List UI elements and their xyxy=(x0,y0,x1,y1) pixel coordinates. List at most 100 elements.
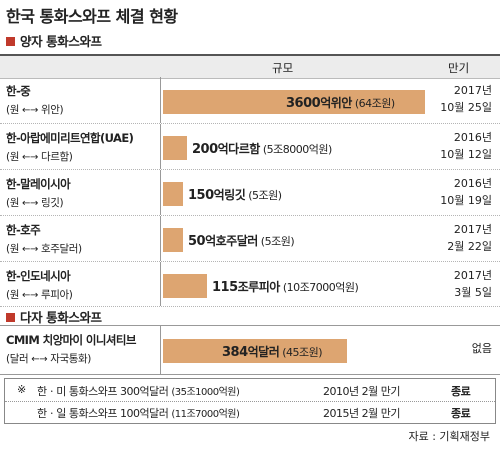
table-row: CMIM 치앙마이 이니셔티브 (달러 ←→ 자국통화) 384억달러 (45조원) 없음 xyxy=(0,325,500,375)
section-multilateral-label: 다자 통화스와프 xyxy=(20,310,102,325)
currency-pair: (원 ←→ 위안) xyxy=(6,104,64,116)
pair-left: 원 xyxy=(9,151,20,163)
maturity-day: 3월 5일 xyxy=(454,286,492,299)
double-arrow-icon: ←→ xyxy=(21,244,38,255)
column-divider xyxy=(160,170,161,215)
currency-pair: (원 ←→ 루피아) xyxy=(6,289,73,301)
currency-pair: (원 ←→ 링깃) xyxy=(6,197,64,209)
note-label-text: 한ㆍ일 통화스와프 100억달러 xyxy=(37,407,169,420)
amount: 384 xyxy=(222,345,248,360)
won-equivalent: (10조7000억원) xyxy=(282,281,359,294)
table-row: 한-중 (원 ←→ 위안) 3600억위안 (64조원) 2017년 10월 25일 xyxy=(0,77,500,124)
section-multilateral: 다자 통화스와프 xyxy=(6,307,102,326)
maturity-year: 2017년 xyxy=(453,84,492,97)
maturity-day: 10월 25일 xyxy=(440,101,492,114)
note-row: ※ 한ㆍ미 통화스와프 300억달러 (35조1000억원) 2010년 2월 … xyxy=(5,379,495,402)
won-equivalent: (64조원) xyxy=(354,97,395,110)
value-label: 50억호주달러 (5조원) xyxy=(188,232,295,249)
won-equivalent: (5조원) xyxy=(248,189,282,202)
note-date: 2010년 2월 만기 xyxy=(323,385,400,398)
amount: 3600 xyxy=(286,96,321,111)
section-bullet xyxy=(6,37,15,46)
table-row: 한-인도네시아 (원 ←→ 루피아) 115조루피아 (10조7000억원) 2017년 3… xyxy=(0,262,500,307)
double-arrow-icon: ←→ xyxy=(21,152,38,163)
pair-right: 다르함 xyxy=(40,151,69,163)
swap-name: 한-말레이시아 xyxy=(6,177,71,191)
value-bar xyxy=(163,228,183,252)
maturity-date: 2017년 3월 5일 xyxy=(412,267,492,301)
maturity-year: 2017년 xyxy=(453,223,492,236)
currency-pair: (원 ←→ 호주달러) xyxy=(6,243,82,255)
maturity-year: 2016년 xyxy=(453,177,492,190)
section-bilateral-label: 양자 통화스와프 xyxy=(20,34,102,49)
maturity-date: 2016년 10월 12일 xyxy=(412,129,492,163)
pair-right: 호주달러 xyxy=(40,243,78,255)
amount-unit: 억위안 xyxy=(320,96,352,110)
pair-right: 위안 xyxy=(40,104,60,116)
column-divider xyxy=(160,77,161,123)
currency-pair: (달러 ←→ 자국통화) xyxy=(6,353,91,365)
maturity-day: 10월 12일 xyxy=(440,148,492,161)
note-won: (35조1000억원) xyxy=(171,387,240,398)
pair-left: 원 xyxy=(9,197,20,209)
maturity-day: 없음 xyxy=(471,342,492,355)
won-equivalent: (45조원) xyxy=(282,346,323,359)
pair-right: 자국통화 xyxy=(50,353,88,365)
note-label-text: 한ㆍ미 통화스와프 300억달러 xyxy=(37,385,169,398)
column-divider xyxy=(160,326,161,374)
pair-right: 링깃 xyxy=(40,197,60,209)
double-arrow-icon: ←→ xyxy=(21,198,38,209)
source-credit: 자료 : 기획재정부 xyxy=(408,430,490,443)
maturity-year: 2017년 xyxy=(453,269,492,282)
amount: 200 xyxy=(192,142,218,157)
section-bullet xyxy=(6,313,15,322)
section-bilateral: 양자 통화스와프 xyxy=(6,31,102,50)
value-bar xyxy=(163,90,425,114)
won-equivalent: (5조원) xyxy=(260,235,295,248)
table-row: 한-호주 (원 ←→ 호주달러) 50억호주달러 (5조원) 2017년 2월 22일 xyxy=(0,216,500,262)
value-label: 115조루피아 (10조7000억원) xyxy=(212,278,359,295)
value-bar xyxy=(163,339,347,363)
amount-unit: 억호주달러 xyxy=(205,234,258,248)
table-row: 한-말레이시아 (원 ←→ 링깃) 150억링깃 (5조원) 2016년 10월 19일 xyxy=(0,170,500,216)
table-row: 한-아랍에미리트연합(UAE) (원 ←→ 다르함) 200억다르함 (5조8000억원… xyxy=(0,124,500,170)
amount: 115 xyxy=(212,280,238,295)
amount-unit: 억다르함 xyxy=(217,142,261,156)
amount: 150 xyxy=(188,188,214,203)
note-label: 한ㆍ미 통화스와프 300억달러 (35조1000억원) xyxy=(37,383,240,399)
maturity-day: 10월 19일 xyxy=(440,194,492,207)
maturity-day: 2월 22일 xyxy=(447,240,492,253)
swap-name: 한-인도네시아 xyxy=(6,269,71,283)
amount-unit: 억링깃 xyxy=(213,188,246,202)
note-box: ※ 한ㆍ미 통화스와프 300억달러 (35조1000억원) 2010년 2월 … xyxy=(4,378,496,424)
currency-pair: (원 ←→ 다르함) xyxy=(6,151,73,163)
value-label: 3600억위안 (64조원) xyxy=(286,94,395,111)
won-equivalent: (5조8000억원) xyxy=(262,143,332,156)
pair-left: 달러 xyxy=(9,353,29,365)
maturity-date: 2017년 10월 25일 xyxy=(412,82,492,116)
value-label: 200억다르함 (5조8000억원) xyxy=(192,140,332,157)
value-label: 150억링깃 (5조원) xyxy=(188,186,282,203)
value-bar xyxy=(163,136,187,160)
note-date: 2015년 2월 만기 xyxy=(323,407,400,420)
pair-right: 루피아 xyxy=(40,289,69,301)
value-bar xyxy=(163,274,207,298)
maturity-date: 없음 xyxy=(412,340,492,357)
table-header: 규모 만기 xyxy=(0,54,500,79)
maturity-year: 2016년 xyxy=(453,131,492,144)
note-mark: ※ xyxy=(17,383,26,396)
amount: 50 xyxy=(188,234,206,249)
chart-title: 한국 통화스와프 체결 현황 xyxy=(6,7,178,26)
pair-left: 원 xyxy=(9,104,20,116)
swap-name: 한-호주 xyxy=(6,223,41,237)
double-arrow-icon: ←→ xyxy=(21,290,38,301)
column-divider xyxy=(160,216,161,261)
value-label: 384억달러 (45조원) xyxy=(222,343,323,360)
swap-name: 한-중 xyxy=(6,84,31,98)
maturity-date: 2016년 10월 19일 xyxy=(412,175,492,209)
pair-left: 원 xyxy=(9,289,20,301)
swap-name: 한-아랍에미리트연합(UAE) xyxy=(6,131,134,145)
note-label: 한ㆍ일 통화스와프 100억달러 (11조7000억원) xyxy=(37,405,240,421)
double-arrow-icon: ←→ xyxy=(31,354,48,365)
note-row: 한ㆍ일 통화스와프 100억달러 (11조7000억원) 2015년 2월 만기… xyxy=(5,401,495,423)
